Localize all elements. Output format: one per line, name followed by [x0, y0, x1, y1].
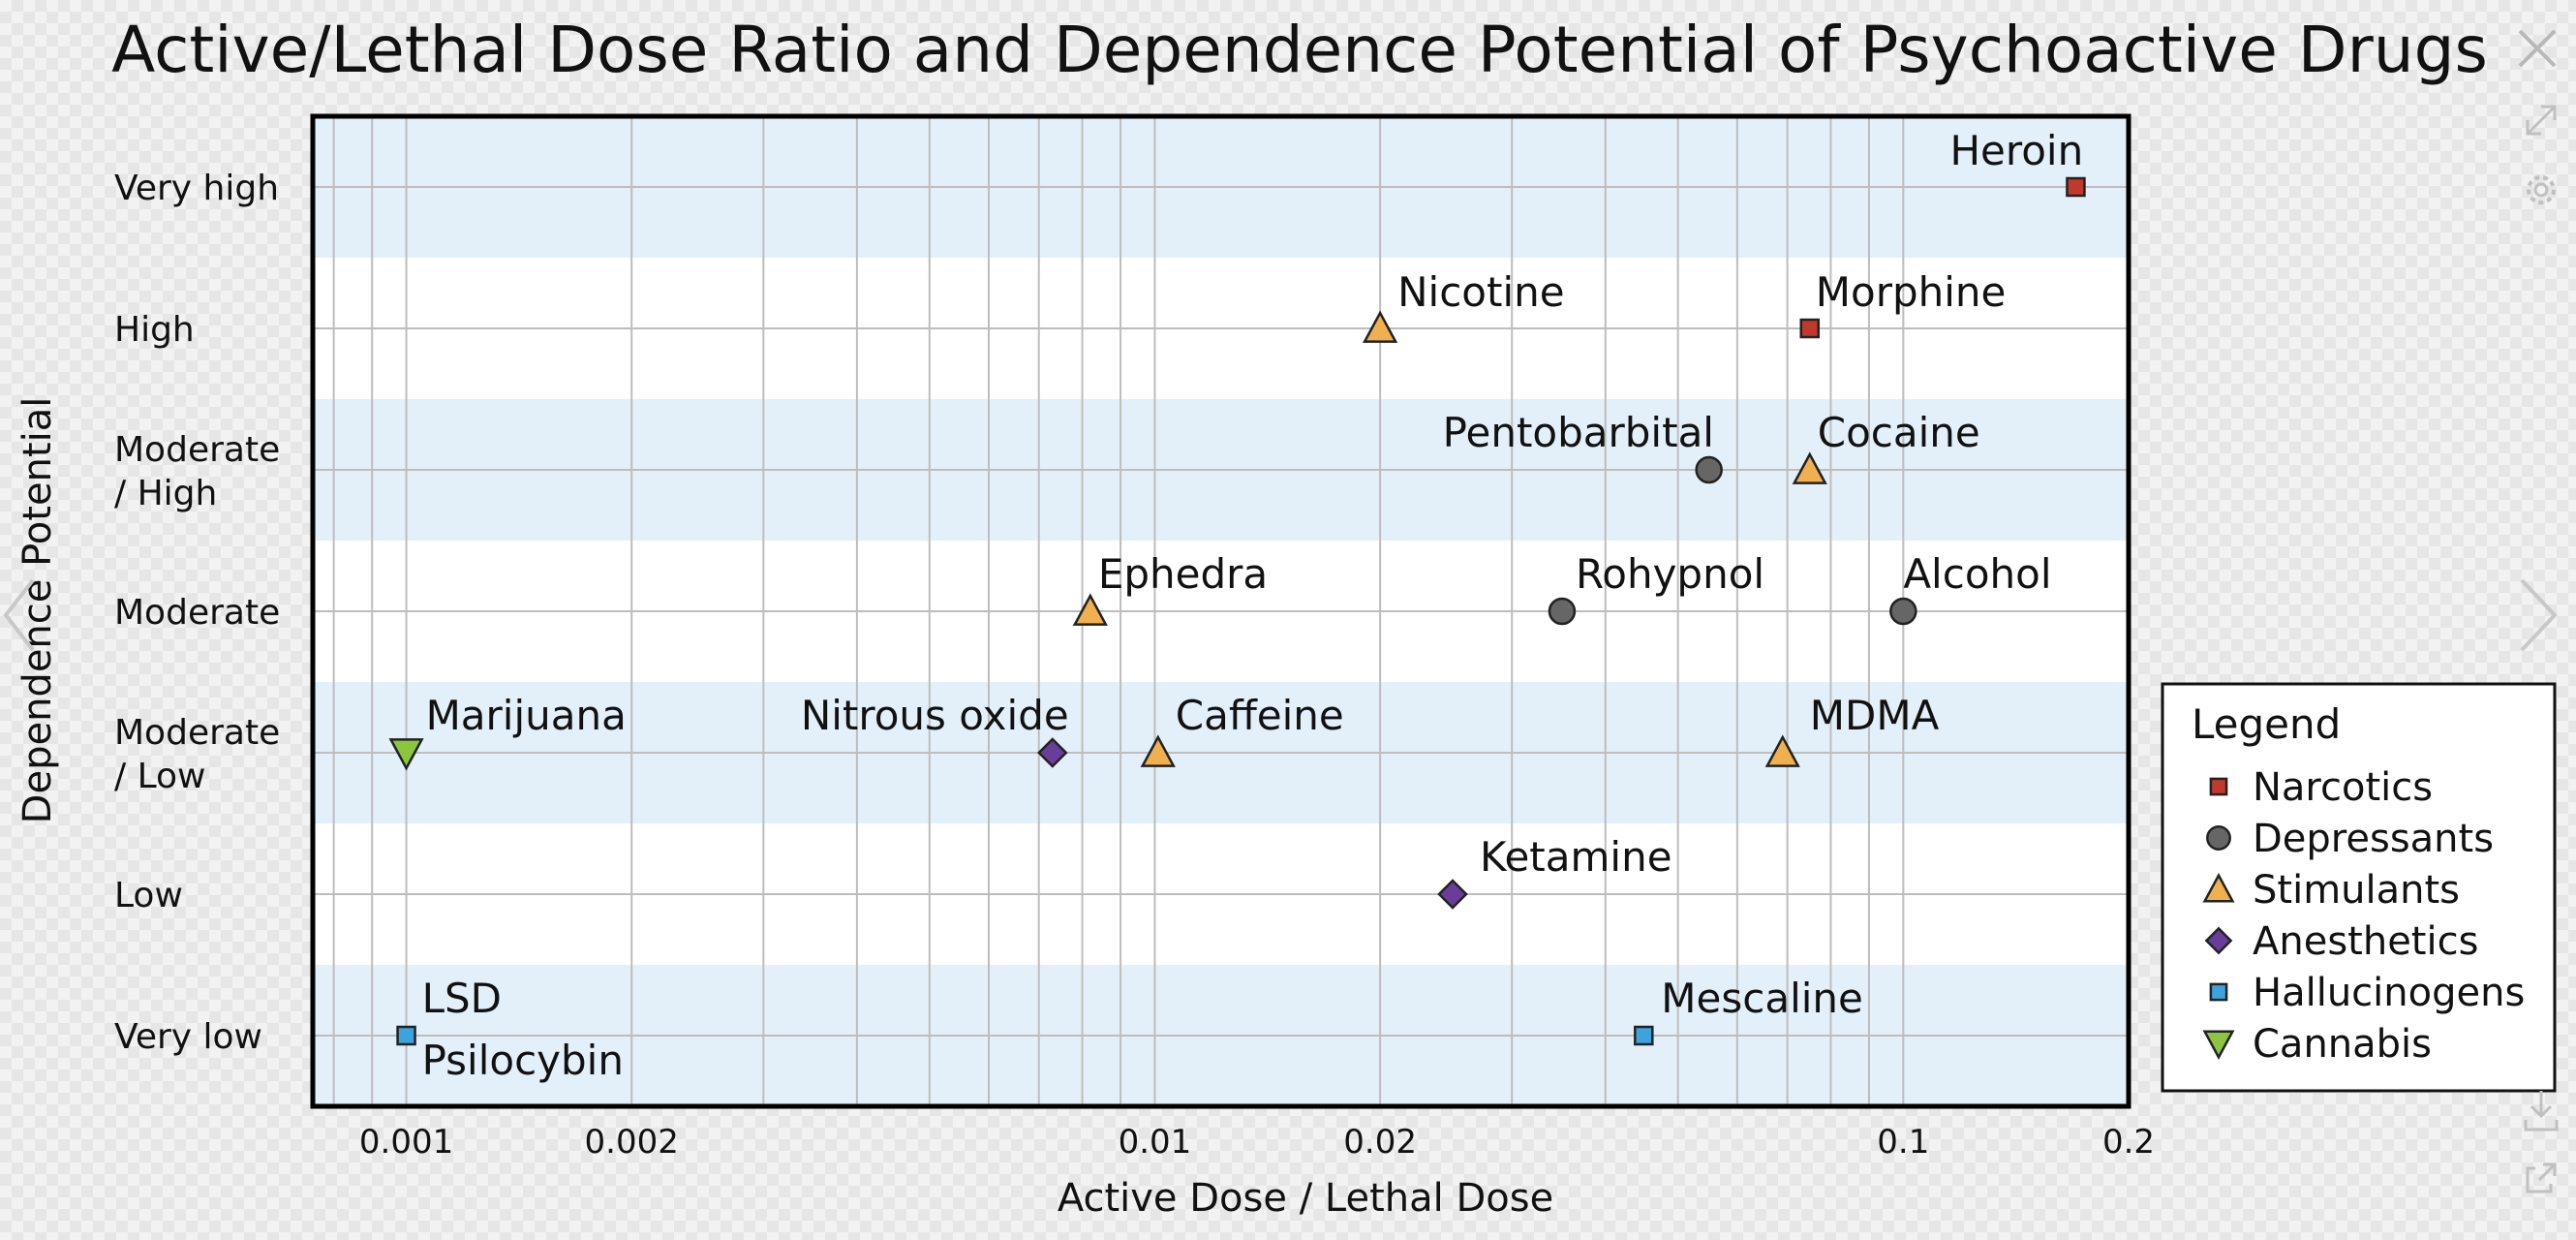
data-point-mescaline: [1634, 1025, 1654, 1046]
y-tick-label-line: Very high: [114, 169, 279, 208]
y-tick-label: Low: [114, 876, 183, 915]
x-tick-label: 0.002: [585, 1123, 679, 1162]
y-tick-label: Moderate / Low: [114, 713, 280, 796]
data-label: LSD: [422, 975, 502, 1022]
legend-marker-depressants: [2206, 825, 2231, 851]
chart-title: Active/Lethal Dose Ratio and Dependence …: [111, 13, 2488, 87]
legend-label: Hallucinogens: [2253, 971, 2525, 1015]
legend-label: Depressants: [2253, 817, 2494, 861]
y-tick-label-line: / Low: [114, 757, 205, 796]
close-icon[interactable]: [2514, 25, 2561, 72]
data-point-mdma: [1764, 734, 1800, 767]
data-label: Mescaline: [1661, 975, 1863, 1022]
data-label: Nitrous oxide: [801, 692, 1069, 739]
x-axis-label: Active Dose / Lethal Dose: [1058, 1176, 1553, 1221]
data-label: Ephedra: [1098, 550, 1268, 598]
data-label: Heroin: [1949, 127, 2083, 174]
y-tick-label-line: / High: [114, 474, 217, 513]
data-label: Nicotine: [1397, 268, 1564, 316]
legend-marker-narcotics: [2209, 777, 2228, 796]
data-point-cocaine: [1792, 451, 1827, 484]
x-tick-label: 0.2: [2102, 1123, 2155, 1162]
y-tick-label-line: Moderate: [114, 713, 280, 753]
previous-arrow-icon[interactable]: [0, 576, 39, 654]
x-tick-label: 0.001: [359, 1123, 453, 1162]
data-point-alcohol: [1889, 597, 1917, 626]
data-point-nitrous-oxide: [1037, 737, 1068, 768]
data-label: MDMA: [1810, 692, 1940, 739]
data-point-caffeine: [1140, 734, 1176, 767]
next-arrow-icon[interactable]: [2516, 576, 2562, 654]
legend-label: Stimulants: [2253, 868, 2460, 913]
data-point-rohypnol: [1548, 597, 1577, 626]
legend-marker-hallucinogens: [2209, 982, 2228, 1002]
legend-marker-cannabis: [2202, 1030, 2235, 1061]
plot-frame: [310, 113, 2131, 1109]
x-tick-labels: 0.001 0.002 0.01 0.02 0.1 0.2: [359, 1123, 2155, 1162]
data-point-morphine: [1799, 318, 1821, 339]
legend-marker-anesthetics: [2204, 926, 2233, 955]
y-tick-label-line: Very low: [114, 1017, 262, 1057]
legend-label: Cannabis: [2253, 1022, 2432, 1067]
expand-icon[interactable]: [2522, 101, 2561, 140]
data-point-lsd: [396, 1025, 416, 1046]
x-tick-label: 0.02: [1343, 1123, 1417, 1162]
legend-label: Anesthetics: [2253, 919, 2478, 964]
y-tick-label-line: Moderate: [114, 593, 280, 633]
x-tick-label: 0.01: [1119, 1123, 1192, 1162]
data-points: Heroin Morphine Pentobarbital Rohypnol Alcoh…: [388, 127, 2086, 1084]
y-axis-label: Dependence Potential: [15, 397, 60, 824]
y-tick-label-line: High: [114, 310, 195, 350]
data-point-heroin: [2066, 176, 2086, 198]
data-label: Psilocybin: [422, 1037, 624, 1084]
gear-icon[interactable]: [2520, 169, 2562, 211]
y-tick-label: Very high: [114, 169, 279, 208]
y-tick-label: Moderate / High: [114, 430, 280, 513]
y-tick-label-line: Moderate: [114, 430, 280, 470]
legend-label: Narcotics: [2253, 765, 2433, 810]
legend-items: Narcotics Depressants Stimulants Anesthetic…: [2202, 765, 2525, 1067]
legend: Legend Narcotics Depressants Stimulants Ane…: [2161, 682, 2557, 1093]
download-icon[interactable]: [2522, 1089, 2561, 1133]
y-tick-label: High: [114, 310, 195, 350]
y-tick-label-line: Low: [114, 876, 183, 915]
data-label: Ketamine: [1480, 833, 1672, 881]
x-tick-label: 0.1: [1877, 1123, 1929, 1162]
data-label: Alcohol: [1903, 550, 2051, 598]
data-label: Marijuana: [426, 692, 627, 739]
data-label: Pentobarbital: [1443, 409, 1714, 456]
data-label: Cocaine: [1818, 409, 1980, 456]
data-point-marijuana: [388, 738, 424, 771]
data-label: Caffeine: [1176, 692, 1344, 739]
data-point-ketamine: [1437, 879, 1468, 910]
data-point-nicotine: [1363, 310, 1398, 343]
data-label: Morphine: [1816, 268, 2007, 316]
legend-title: Legend: [2192, 700, 2341, 748]
data-point-ephedra: [1072, 593, 1108, 626]
data-point-pentobarbital: [1695, 455, 1723, 484]
legend-marker-stimulants: [2202, 872, 2235, 903]
share-icon[interactable]: [2522, 1159, 2561, 1197]
data-label: Rohypnol: [1576, 550, 1764, 598]
legend-box: [2161, 682, 2557, 1093]
y-tick-label: Moderate: [114, 593, 280, 633]
y-tick-label: Very low: [114, 1017, 262, 1057]
